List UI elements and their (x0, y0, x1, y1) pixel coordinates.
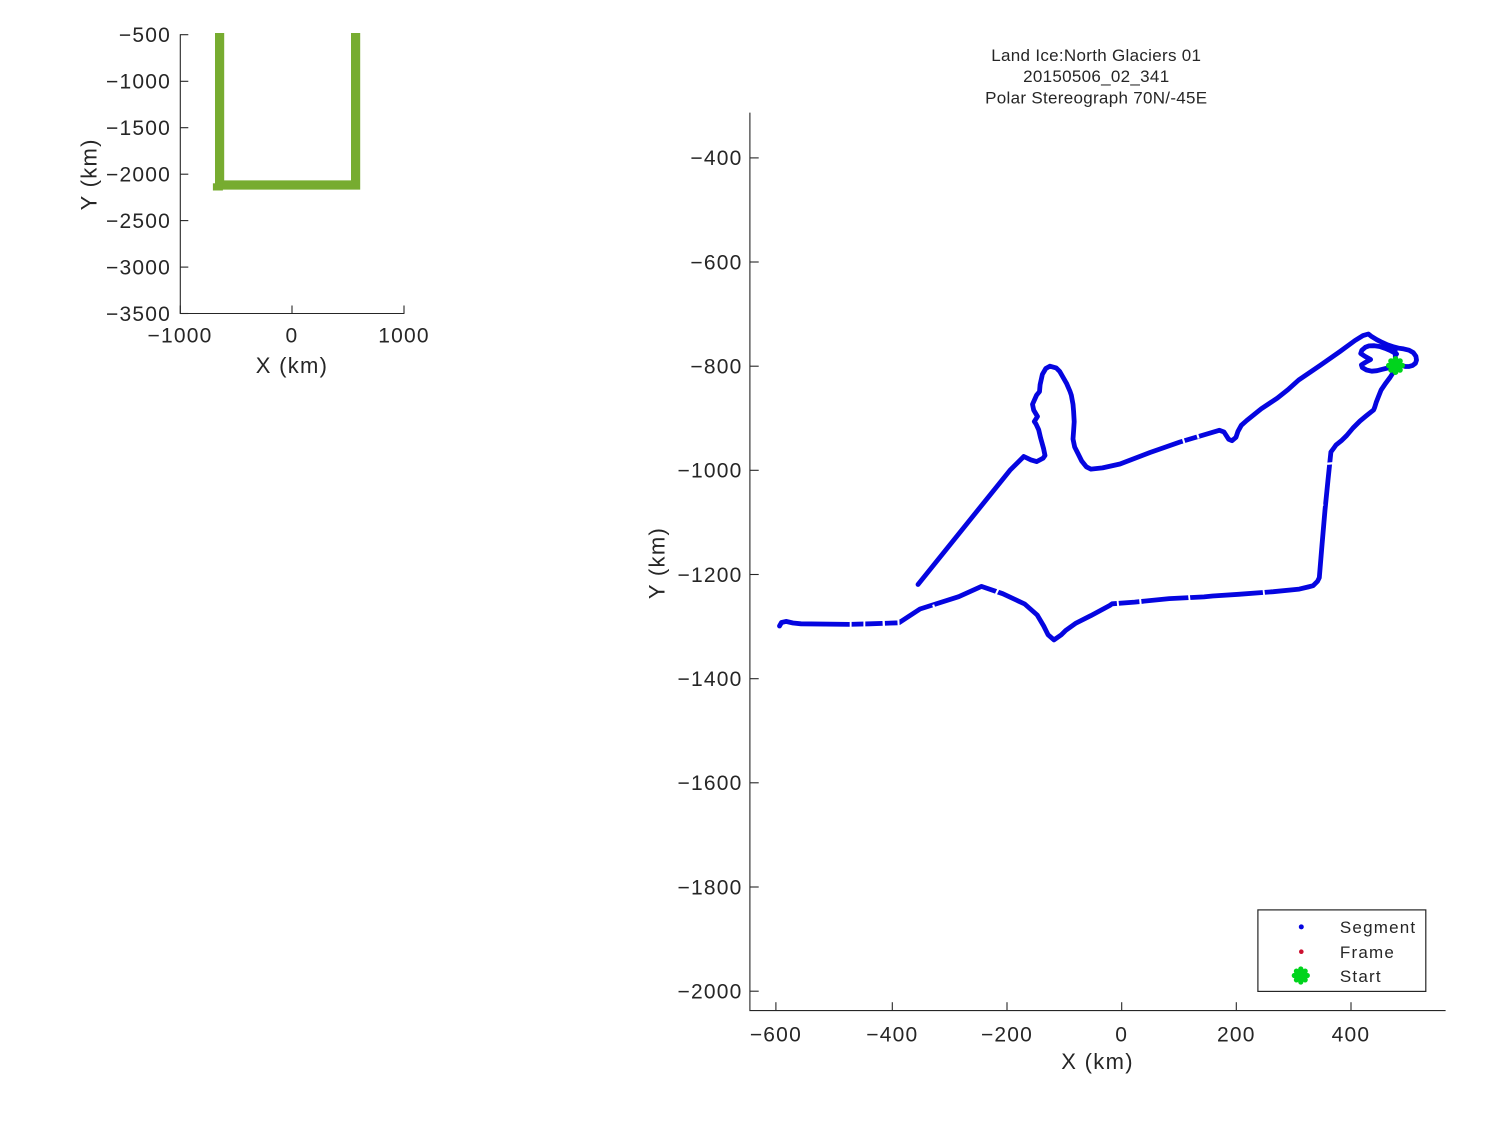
svg-text:Start: Start (1340, 967, 1382, 986)
svg-text:20150506_02_341: 20150506_02_341 (1023, 67, 1169, 86)
svg-text:200: 200 (1217, 1024, 1256, 1047)
svg-text:−1200: −1200 (678, 564, 743, 587)
svg-text:−400: −400 (690, 147, 742, 170)
svg-text:−1400: −1400 (678, 668, 743, 691)
svg-text:−1800: −1800 (678, 876, 743, 899)
svg-text:Land Ice:North Glaciers 01: Land Ice:North Glaciers 01 (991, 46, 1201, 65)
svg-text:0: 0 (286, 325, 299, 348)
svg-text:Polar Stereograph 70N/-45E: Polar Stereograph 70N/-45E (985, 88, 1207, 107)
svg-text:−400: −400 (866, 1024, 918, 1047)
svg-text:Segment: Segment (1340, 918, 1416, 937)
svg-text:−600: −600 (690, 251, 742, 274)
svg-text:X (km): X (km) (256, 353, 329, 378)
svg-text:−3500: −3500 (106, 303, 171, 326)
svg-text:X (km): X (km) (1061, 1049, 1134, 1074)
svg-text:−3000: −3000 (106, 256, 171, 279)
svg-text:−1500: −1500 (106, 117, 171, 140)
svg-text:−500: −500 (119, 24, 171, 47)
svg-text:Y (km): Y (km) (77, 138, 102, 210)
svg-text:Frame: Frame (1340, 943, 1395, 962)
svg-text:−800: −800 (690, 356, 742, 379)
svg-text:−200: −200 (981, 1024, 1033, 1047)
svg-text:−1000: −1000 (148, 325, 213, 348)
svg-text:400: 400 (1332, 1024, 1371, 1047)
svg-text:0: 0 (1115, 1024, 1128, 1047)
svg-text:−600: −600 (750, 1024, 802, 1047)
svg-text:−1600: −1600 (678, 772, 743, 795)
svg-text:1000: 1000 (378, 325, 430, 348)
svg-text:−2500: −2500 (106, 210, 171, 233)
svg-text:−1000: −1000 (678, 460, 743, 483)
svg-text:Y (km): Y (km) (645, 527, 670, 599)
svg-text:−1000: −1000 (106, 71, 171, 94)
svg-text:−2000: −2000 (678, 981, 743, 1004)
svg-text:−2000: −2000 (106, 164, 171, 187)
